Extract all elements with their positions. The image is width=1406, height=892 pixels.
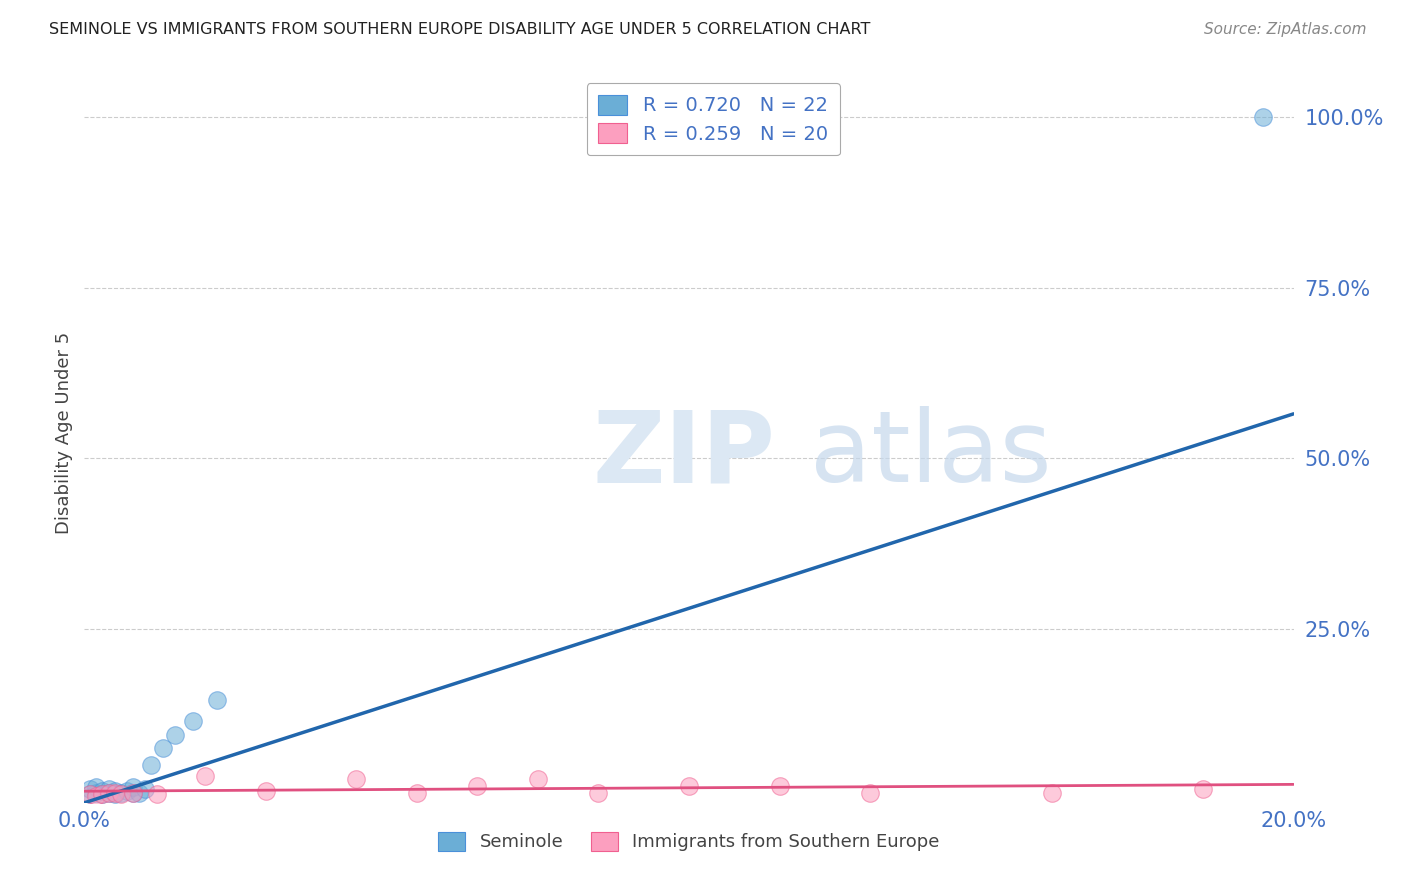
Point <box>146 787 169 801</box>
Point <box>121 786 143 800</box>
Point <box>110 787 132 801</box>
Point <box>115 784 138 798</box>
Point <box>1253 110 1275 124</box>
Point <box>79 787 101 801</box>
Point <box>110 786 132 800</box>
Point <box>406 786 429 800</box>
Legend: Seminole, Immigrants from Southern Europe: Seminole, Immigrants from Southern Europ… <box>429 823 949 861</box>
Point <box>1040 786 1063 800</box>
Point <box>194 768 217 782</box>
Point <box>346 772 368 786</box>
Point <box>86 786 108 800</box>
Point <box>128 786 150 800</box>
Point <box>678 779 700 793</box>
Point <box>254 784 277 798</box>
Point <box>527 772 550 786</box>
Point <box>181 714 204 728</box>
Y-axis label: Disability Age Under 5: Disability Age Under 5 <box>55 332 73 533</box>
Text: ZIP: ZIP <box>592 407 775 503</box>
Point <box>165 728 187 742</box>
Text: Source: ZipAtlas.com: Source: ZipAtlas.com <box>1204 22 1367 37</box>
Point <box>97 782 120 797</box>
Point <box>152 741 174 756</box>
Point <box>97 786 120 800</box>
Point <box>769 779 792 793</box>
Point <box>1192 782 1215 797</box>
Point <box>91 787 114 801</box>
Point <box>79 787 101 801</box>
Text: SEMINOLE VS IMMIGRANTS FROM SOUTHERN EUROPE DISABILITY AGE UNDER 5 CORRELATION C: SEMINOLE VS IMMIGRANTS FROM SOUTHERN EUR… <box>49 22 870 37</box>
Point <box>86 780 108 794</box>
Point <box>79 782 101 797</box>
Point <box>121 786 143 800</box>
Point <box>859 786 882 800</box>
Point <box>588 786 610 800</box>
Point <box>104 786 127 800</box>
Point <box>207 693 229 707</box>
Point <box>104 787 127 801</box>
Point <box>139 758 162 772</box>
Point <box>86 789 108 803</box>
Point <box>97 786 120 800</box>
Point <box>467 779 489 793</box>
Point <box>91 784 114 798</box>
Point <box>134 782 156 797</box>
Point <box>104 784 127 798</box>
Text: atlas: atlas <box>810 407 1052 503</box>
Point <box>121 780 143 794</box>
Point <box>91 787 114 801</box>
